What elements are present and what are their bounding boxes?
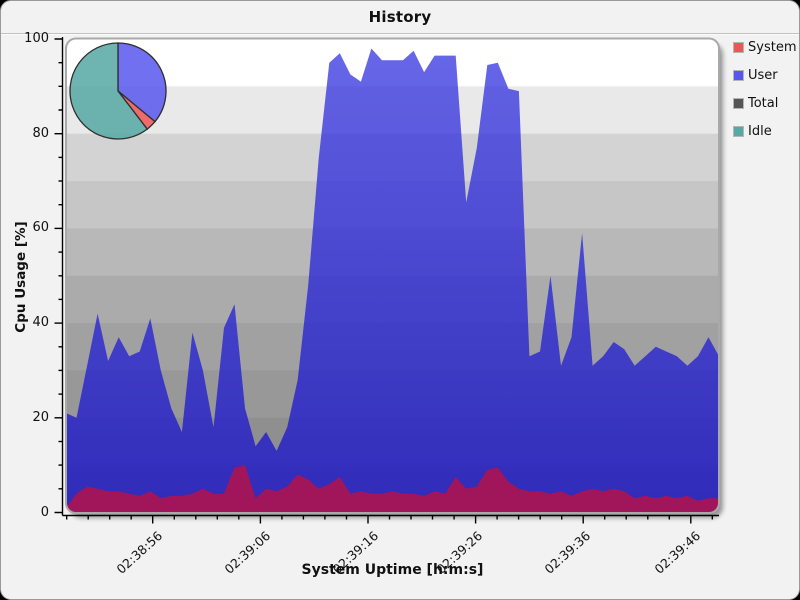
legend-item-idle: Idle [733, 124, 796, 139]
legend-item-system: System [733, 40, 797, 55]
title-divider [1, 33, 799, 35]
pie-slice-user [117, 42, 167, 123]
legend-item-total: Total [733, 96, 796, 111]
y-tick-label: 100 [24, 31, 49, 46]
system-swatch-icon [733, 42, 744, 53]
idle-swatch-icon [733, 126, 744, 137]
legend-label: System [748, 40, 797, 55]
legend-label: Idle [748, 124, 772, 139]
y-tick-label: 40 [32, 315, 49, 331]
x-axis-title: System Uptime [h:m:s] [301, 562, 484, 578]
pie-slice-idle [69, 42, 149, 140]
user-swatch-icon [733, 70, 744, 81]
y-tick-label: 0 [40, 504, 49, 520]
y-tick-label: 60 [32, 220, 49, 236]
axes [54, 37, 719, 524]
total-swatch-icon [733, 98, 744, 109]
user-area-series [66, 48, 719, 513]
legend-label: Total [748, 96, 779, 111]
legend: System User Total Idle [733, 40, 797, 152]
pie-chart [69, 42, 167, 140]
y-tick-label: 20 [32, 409, 49, 425]
legend-label: User [748, 68, 778, 83]
legend-item-user: User [733, 68, 796, 83]
plot-frame [65, 37, 720, 514]
page-title: History [368, 8, 432, 26]
system-area-series [66, 465, 719, 513]
y-tick-label: 80 [32, 125, 49, 141]
